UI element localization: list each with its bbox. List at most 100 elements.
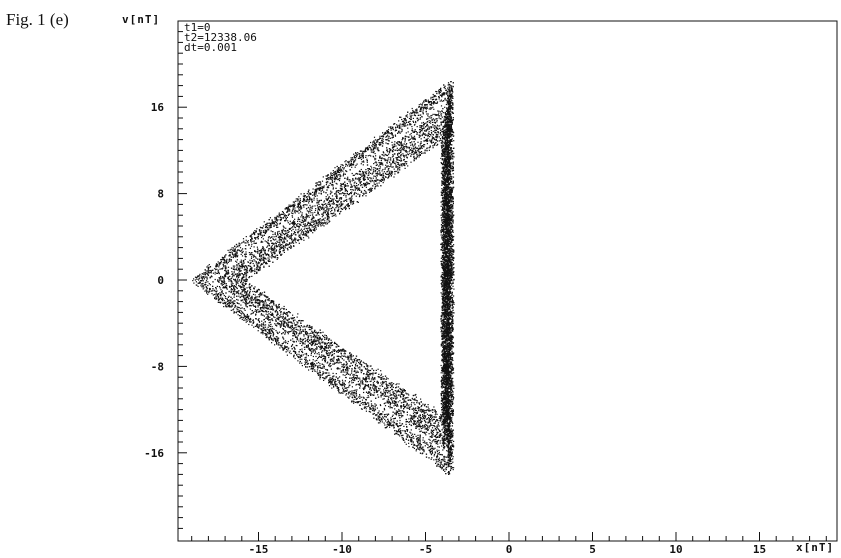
scatter-point (384, 131, 387, 133)
scatter-point (450, 361, 452, 363)
scatter-point (361, 369, 363, 371)
scatter-point (306, 227, 308, 230)
scatter-point (354, 401, 356, 403)
scatter-point (372, 374, 374, 376)
scatter-point (304, 234, 306, 236)
scatter-point (389, 390, 391, 392)
scatter-point (386, 424, 388, 426)
scatter-point (255, 257, 257, 259)
scatter-point (444, 470, 446, 472)
scatter-point (385, 132, 387, 134)
scatter-point (271, 220, 273, 222)
scatter-point (247, 290, 249, 292)
scatter-point (394, 400, 396, 403)
scatter-point (444, 98, 446, 100)
scatter-point (451, 235, 453, 237)
scatter-point (346, 178, 348, 180)
scatter-point (399, 422, 401, 424)
scatter-point (429, 439, 431, 441)
scatter-point (431, 104, 433, 106)
scatter-point (452, 342, 455, 344)
scatter-point (366, 385, 368, 387)
scatter-point (284, 332, 286, 334)
scatter-point (340, 371, 342, 373)
scatter-point (351, 196, 353, 198)
y-axis-label: v[nT] (122, 13, 161, 26)
scatter-point (442, 212, 444, 214)
scatter-point (273, 333, 275, 335)
scatter-point (299, 200, 301, 202)
scatter-point (285, 243, 287, 245)
scatter-point (446, 101, 448, 103)
scatter-point (414, 433, 416, 435)
scatter-point (253, 264, 255, 266)
scatter-point (241, 307, 243, 309)
scatter-point (305, 352, 308, 355)
scatter-point (441, 382, 443, 384)
scatter-point (431, 139, 433, 141)
scatter-point (221, 284, 223, 286)
scatter-point (232, 283, 234, 285)
scatter-point (268, 332, 270, 334)
scatter-point (258, 234, 260, 236)
scatter-point (193, 278, 195, 280)
scatter-point (452, 281, 454, 283)
scatter-point (228, 299, 230, 301)
scatter-point (308, 192, 310, 194)
scatter-point (451, 256, 453, 258)
scatter-point (319, 370, 321, 372)
scatter-point (452, 367, 455, 369)
scatter-point (343, 353, 345, 355)
scatter-point (425, 122, 427, 124)
scatter-point (392, 401, 394, 403)
scatter-point (443, 350, 445, 352)
scatter-point (234, 279, 236, 281)
scatter-point (315, 341, 317, 343)
scatter-point (384, 405, 387, 407)
scatter-point (443, 363, 445, 365)
scatter-point (310, 229, 312, 231)
scatter-point (370, 155, 372, 157)
scatter-point (362, 396, 364, 398)
scatter-point (230, 285, 233, 287)
scatter-point (450, 421, 452, 423)
scatter-point (242, 238, 245, 240)
scatter-point (299, 362, 301, 364)
scatter-point (452, 202, 454, 205)
scatter-point (374, 406, 376, 408)
scatter-point (438, 93, 440, 95)
scatter-point (400, 146, 402, 148)
scatter-point (365, 169, 367, 171)
scatter-point (449, 353, 451, 355)
scatter-point (400, 407, 402, 409)
scatter-point (380, 373, 383, 375)
scatter-point (259, 269, 261, 271)
scatter-point (300, 332, 303, 334)
scatter-point (410, 416, 412, 418)
scatter-point (419, 135, 421, 138)
scatter-point (391, 397, 393, 399)
scatter-point (229, 254, 231, 256)
scatter-point (448, 430, 450, 432)
scatter-point (396, 158, 398, 160)
scatter-point (354, 166, 356, 168)
scatter-point (286, 243, 288, 245)
scatter-point (346, 191, 348, 193)
scatter-point (449, 459, 452, 461)
scatter-point (436, 457, 438, 459)
scatter-point (443, 286, 445, 288)
scatter-point (332, 376, 334, 378)
scatter-point (370, 177, 372, 179)
scatter-point (412, 433, 414, 435)
scatter-point (283, 237, 285, 239)
scatter-point (443, 251, 445, 254)
scatter-point (372, 385, 374, 387)
scatter-point (451, 401, 453, 403)
scatter-point (322, 336, 325, 338)
scatter-point (387, 391, 389, 393)
scatter-point (254, 234, 256, 236)
scatter-point (450, 87, 452, 89)
scatter-point (344, 374, 346, 376)
scatter-point (448, 379, 450, 381)
